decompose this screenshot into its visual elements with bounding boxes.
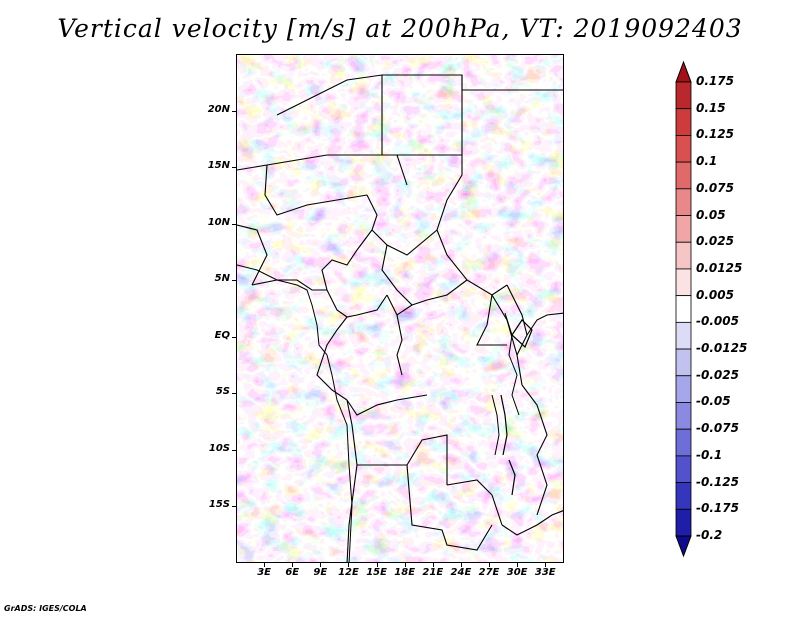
lon-tick-label: 6E	[285, 567, 300, 578]
colorbar-segment	[675, 188, 692, 216]
colorbar-segment	[675, 428, 692, 457]
lon-tick-label: 9E	[313, 567, 328, 578]
lat-tick	[232, 506, 236, 508]
lat-tick	[232, 223, 236, 225]
colorbar-segment	[675, 241, 692, 270]
lat-tick	[232, 280, 236, 282]
lon-tick-label: 21E	[422, 567, 444, 578]
lon-tick-label: 33E	[534, 567, 556, 578]
colorbar-segment	[675, 482, 692, 510]
colorbar-level-label: -0.2	[696, 528, 723, 542]
lat-tick-label: 10N	[207, 216, 230, 228]
lon-tick-label: 27E	[478, 567, 500, 578]
lat-tick	[232, 393, 236, 395]
lon-tick	[460, 563, 462, 567]
lon-tick	[292, 563, 294, 567]
lon-tick	[264, 563, 266, 567]
lon-tick	[404, 563, 406, 567]
colorbar-level-label: -0.075	[696, 421, 739, 436]
grads-footer: GrADS: IGES/COLA	[4, 604, 87, 613]
colorbar-segment	[675, 81, 692, 110]
colorbar-segment	[675, 375, 692, 403]
colorbar-segment	[675, 268, 692, 297]
lat-tick-label: 5N	[214, 273, 230, 285]
colorbar-segment	[675, 295, 692, 323]
lat-tick-label: EQ	[214, 329, 230, 341]
colorbar-segment	[675, 321, 692, 350]
colorbar-level-label: 0.125	[696, 127, 734, 142]
colorbar-level-label: -0.05	[696, 394, 731, 409]
lon-tick	[489, 563, 491, 567]
colorbar-upper-triangle	[675, 60, 692, 83]
country-borders	[237, 74, 563, 562]
lon-tick	[320, 563, 322, 567]
colorbar-segment	[675, 508, 692, 537]
lon-tick	[545, 563, 547, 567]
coastline	[237, 264, 520, 562]
lon-tick	[432, 563, 434, 567]
colorbar-level-label: 0.0125	[696, 260, 743, 275]
colorbar-segment	[675, 135, 692, 163]
colorbar-level-label: -0.175	[696, 501, 739, 516]
lon-tick	[376, 563, 378, 567]
lakes	[500, 319, 533, 496]
colorbar-level-label: 0.05	[696, 207, 726, 222]
lon-tick-label: 3E	[257, 567, 271, 578]
lat-tick	[232, 110, 236, 112]
map-title: Vertical velocity [m/s] at 200hPa, VT: 2…	[57, 14, 743, 43]
colorbar-segment	[675, 348, 692, 377]
colorbar-level-label: -0.1	[696, 447, 723, 462]
colorbar-level-label: -0.0125	[696, 341, 748, 356]
colorbar-level-label: 0.075	[696, 180, 734, 195]
colorbar-level-label: 0.175	[696, 74, 734, 88]
lat-tick-label: 15S	[208, 499, 230, 511]
colorbar-level-label: 0.15	[696, 100, 726, 115]
map-panel	[236, 54, 564, 563]
velocity-shading	[237, 55, 563, 562]
lon-tick	[517, 563, 519, 567]
lat-tick-label: 10S	[208, 442, 230, 454]
lat-tick	[232, 167, 236, 169]
lat-tick	[232, 336, 236, 338]
colorbar-segment	[675, 455, 692, 483]
colorbar-level-label: 0.005	[696, 287, 734, 302]
lat-tick-label: 20N	[207, 103, 230, 115]
lon-tick-label: 24E	[450, 567, 472, 578]
lon-tick-label: 30E	[506, 567, 528, 578]
lon-tick-label: 12E	[338, 567, 359, 578]
lat-tick	[232, 449, 236, 451]
colorbar-segment	[675, 215, 692, 243]
colorbar-level-label: -0.125	[696, 474, 739, 489]
lon-tick-label: 18E	[394, 567, 416, 578]
colorbar-level-label: -0.025	[696, 367, 739, 382]
colorbar-segment	[675, 161, 692, 190]
lat-tick-label: 15N	[207, 160, 230, 172]
colorbar-level-label: 0.025	[696, 234, 734, 249]
colorbar-level-label: -0.005	[696, 314, 739, 329]
velocity-field-map	[237, 55, 563, 562]
lat-tick-label: 5S	[215, 386, 230, 398]
lon-tick-label: 15E	[366, 567, 387, 578]
colorbar-lower-triangle	[675, 535, 692, 558]
lon-tick	[348, 563, 350, 567]
colorbar-segment	[675, 402, 692, 430]
colorbar-level-label: 0.1	[696, 154, 718, 169]
colorbar-segment	[675, 108, 692, 136]
